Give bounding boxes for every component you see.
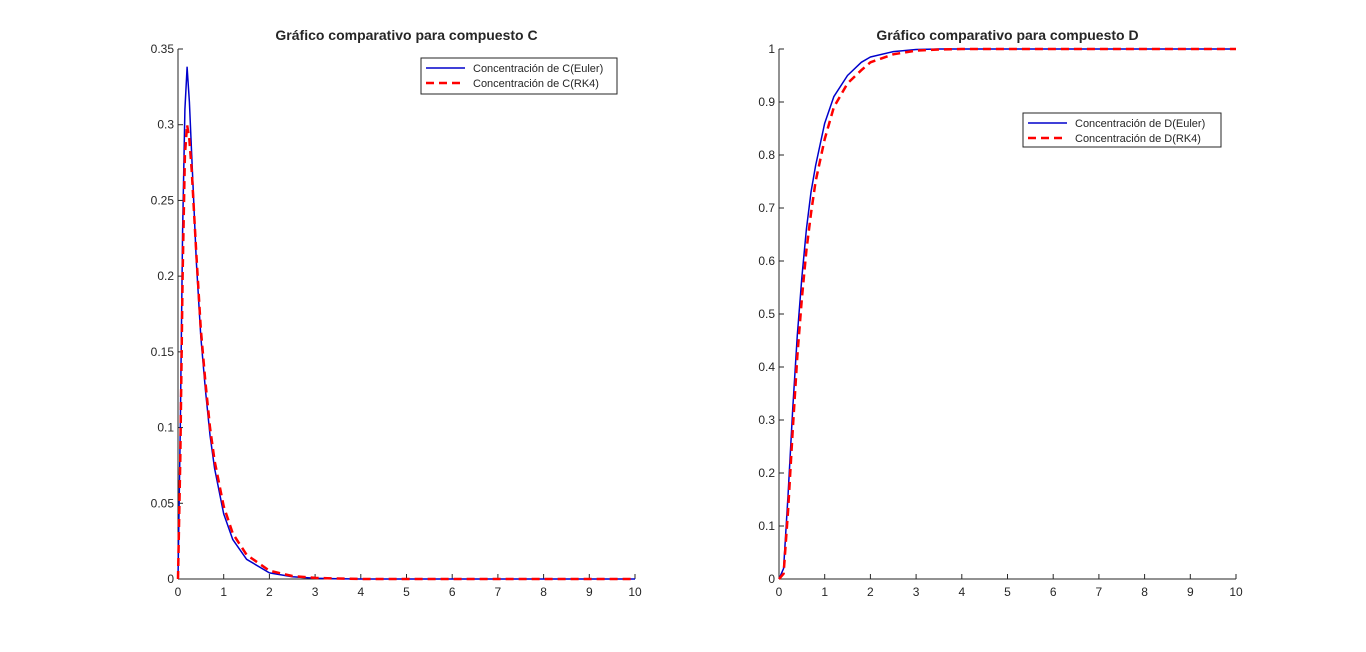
y-tick-label: 0.6 bbox=[758, 254, 775, 268]
chart-d: Gráfico comparativo para compuesto D 0 1 2 3… bbox=[758, 27, 1243, 599]
y-tick-label: 0.9 bbox=[758, 95, 775, 109]
x-tick-label: 8 bbox=[1141, 585, 1148, 599]
y-tick-label: 0.2 bbox=[157, 269, 174, 283]
y-tick-label: 0.25 bbox=[151, 193, 175, 207]
y-tick-label: 0.1 bbox=[157, 421, 174, 435]
x-tick-label: 2 bbox=[867, 585, 874, 599]
x-tick-label: 3 bbox=[913, 585, 920, 599]
x-tick-label: 4 bbox=[357, 585, 364, 599]
legend-label: Concentración de D(RK4) bbox=[1075, 133, 1201, 145]
legend: Concentración de C(Euler) Concentración d… bbox=[420, 57, 618, 95]
x-tick-label: 5 bbox=[1004, 585, 1011, 599]
x-tick-label: 5 bbox=[403, 585, 410, 599]
legend: Concentración de D(Euler) Concentración d… bbox=[1022, 112, 1222, 148]
legend-label: Concentración de C(RK4) bbox=[473, 78, 599, 90]
x-tick-label: 1 bbox=[821, 585, 828, 599]
x-tick-label: 7 bbox=[1096, 585, 1103, 599]
x-tick-label: 0 bbox=[175, 585, 182, 599]
y-tick-label: 0.2 bbox=[758, 466, 775, 480]
legend-box bbox=[1022, 112, 1222, 148]
chart-c: Gráfico comparativo para compuesto C 0 1 2 3… bbox=[151, 27, 642, 599]
legend-box bbox=[420, 57, 618, 95]
chart-title: Gráfico comparativo para compuesto D bbox=[876, 27, 1138, 43]
x-tick-label: 0 bbox=[776, 585, 783, 599]
y-tick-label: 0.7 bbox=[758, 201, 775, 215]
x-tick-label: 9 bbox=[1187, 585, 1194, 599]
x-tick-label: 1 bbox=[220, 585, 227, 599]
x-tick-label: 9 bbox=[586, 585, 593, 599]
series-line-euler bbox=[778, 48, 1236, 580]
y-tick-label: 0.15 bbox=[151, 345, 175, 359]
y-tick-label: 0.4 bbox=[758, 360, 775, 374]
y-tick-label: 0.3 bbox=[157, 118, 174, 132]
x-tick-label: 10 bbox=[628, 585, 642, 599]
x-tick-label: 6 bbox=[449, 585, 456, 599]
y-tick-label: 1 bbox=[768, 42, 775, 56]
y-tick-label: 0 bbox=[768, 572, 775, 586]
x-tick-label: 7 bbox=[495, 585, 502, 599]
series-line-euler bbox=[177, 66, 635, 580]
y-tick-label: 0.05 bbox=[151, 496, 175, 510]
legend-label: Concentración de D(Euler) bbox=[1075, 118, 1205, 130]
legend-label: Concentración de C(Euler) bbox=[473, 63, 603, 75]
x-tick-label: 6 bbox=[1050, 585, 1057, 599]
x-tick-label: 8 bbox=[540, 585, 547, 599]
x-tick-label: 4 bbox=[958, 585, 965, 599]
chart-title: Gráfico comparativo para compuesto C bbox=[275, 27, 537, 43]
y-tick-label: 0.35 bbox=[151, 42, 175, 56]
series-line-rk4 bbox=[778, 47, 1236, 580]
x-tick-label: 3 bbox=[312, 585, 319, 599]
x-tick-label: 10 bbox=[1229, 585, 1243, 599]
series-line-rk4 bbox=[176, 123, 635, 581]
y-tick-label: 0.1 bbox=[758, 519, 775, 533]
y-tick-label: 0.3 bbox=[758, 413, 775, 427]
y-tick-label: 0.8 bbox=[758, 148, 775, 162]
y-tick-label: 0 bbox=[167, 572, 174, 586]
y-tick-label: 0.5 bbox=[758, 307, 775, 321]
x-tick-label: 2 bbox=[266, 585, 273, 599]
